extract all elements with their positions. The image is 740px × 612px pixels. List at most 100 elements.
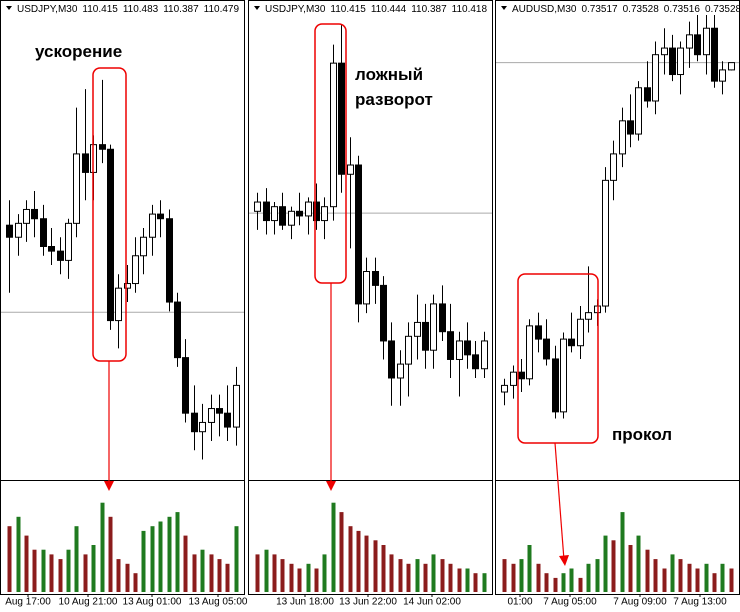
candle-body <box>208 408 215 423</box>
candle-body <box>363 271 370 305</box>
volume-bar <box>7 526 12 592</box>
volume-bar <box>620 512 625 592</box>
candle-body <box>199 421 206 433</box>
chart-header: USDJPY,M30 110.415 110.483 110.387 110.479 <box>17 4 239 15</box>
volume-bar <box>192 554 197 592</box>
candle-body <box>313 201 320 222</box>
symbol: USDJPY,M30 <box>17 4 78 15</box>
header-value: 110.483 <box>123 4 159 15</box>
x-tick-label: 7 Aug 09:00 <box>613 597 667 608</box>
volume-bar <box>586 563 591 592</box>
candle-body <box>99 144 106 150</box>
chart-header: USDJPY,M30 110.415 110.444 110.387 110.418 <box>265 4 487 15</box>
header-value: 110.418 <box>452 4 488 15</box>
candle-body <box>140 236 147 257</box>
candle-body <box>182 357 189 414</box>
candle-body <box>263 201 270 222</box>
volume-bar <box>322 554 327 592</box>
candle-body <box>124 283 131 289</box>
candle-body <box>430 303 437 351</box>
x-tick-label: 14 Jun 02:00 <box>403 597 461 608</box>
volume-bar <box>678 559 683 592</box>
header-value: 0.73516 <box>664 4 701 15</box>
header-value: 0.73528 <box>623 4 660 15</box>
candle-body <box>577 318 584 347</box>
candle-body <box>669 47 676 76</box>
candle-body <box>610 153 617 181</box>
highlight-frame <box>517 273 599 444</box>
volume-bar <box>440 559 445 592</box>
volume-bar <box>16 516 21 592</box>
candle-body <box>677 47 684 76</box>
volume-bar <box>415 559 420 592</box>
volume-bar <box>83 554 88 592</box>
volume-bar <box>457 568 462 592</box>
volume-bar <box>348 526 353 592</box>
candle-body <box>472 354 479 370</box>
candle-body <box>405 335 412 365</box>
volume-bar <box>695 568 700 592</box>
volume-bar <box>448 563 453 592</box>
volume-bar <box>339 512 344 592</box>
candle-body <box>560 338 567 413</box>
volume-bar <box>406 563 411 592</box>
volume-bar <box>41 549 46 592</box>
candle-body <box>321 206 328 222</box>
candle-body <box>447 331 454 360</box>
candle-body <box>703 27 710 56</box>
x-tick-label: 01:00 <box>507 597 532 608</box>
header-value: 110.387 <box>411 4 447 15</box>
candle-body <box>57 250 64 261</box>
header-icon <box>6 6 12 10</box>
candle-body <box>388 340 395 379</box>
volume-bar <box>225 563 230 592</box>
volume-bar <box>272 554 277 592</box>
volume-bar <box>306 563 311 592</box>
volume-bar <box>58 559 63 592</box>
candle-body <box>380 284 387 342</box>
header-value: 110.387 <box>163 4 199 15</box>
volume-bar <box>175 512 180 592</box>
candle-body <box>73 153 80 224</box>
volume-bar <box>356 530 361 592</box>
volume-bar <box>217 559 222 592</box>
candle-body <box>157 213 164 220</box>
candle-body <box>279 206 286 226</box>
panel-frame <box>248 0 493 595</box>
candle-body <box>31 208 38 220</box>
header-value: 110.444 <box>371 4 407 15</box>
header-icon <box>254 6 260 10</box>
arrow-head <box>326 481 336 491</box>
candle-body <box>224 412 231 428</box>
arrow-head <box>559 555 569 566</box>
volume-bar <box>527 545 532 592</box>
candle-body <box>149 213 156 238</box>
candle-body <box>535 325 542 340</box>
volume-bar <box>519 559 524 592</box>
volume-bar <box>595 559 600 592</box>
volume-bar <box>289 563 294 592</box>
panel-frame <box>0 0 245 595</box>
volume-bar <box>331 502 336 592</box>
x-tick-label: 13 Jun 22:00 <box>339 597 397 608</box>
candle-body <box>397 363 404 379</box>
volume-bar <box>398 559 403 592</box>
chart-header: AUDUSD,M30 0.73517 0.73528 0.73516 0.73528 <box>512 4 740 15</box>
volume-bar <box>209 554 214 592</box>
volume-bar <box>473 573 478 592</box>
volume-bar <box>431 554 436 592</box>
volume-bar <box>502 559 507 592</box>
candle-body <box>481 340 488 370</box>
candle-body <box>6 224 13 238</box>
candle-body <box>518 371 525 380</box>
candle-body <box>296 210 303 217</box>
volume-bar <box>381 545 386 592</box>
candle-body <box>107 148 114 322</box>
volume-bar <box>389 554 394 592</box>
volume-bar <box>561 573 566 592</box>
annotation: ускорение <box>35 42 122 61</box>
header-value: 110.415 <box>82 4 118 15</box>
x-tick-label: 13 Aug 01:00 <box>123 597 182 608</box>
candle-body <box>627 120 634 135</box>
volume-bar <box>66 549 71 592</box>
